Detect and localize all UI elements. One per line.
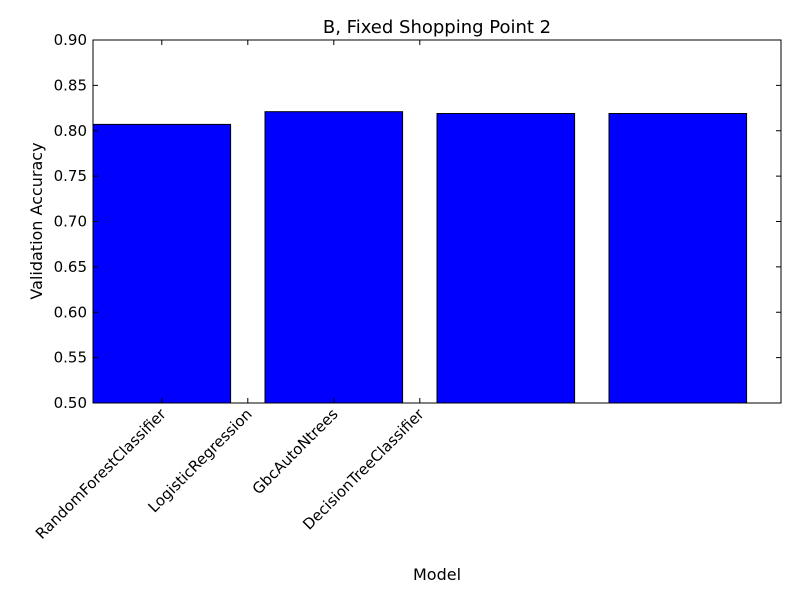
y-tick-label: 0.70 [54, 213, 87, 231]
y-tick-label: 0.60 [54, 303, 87, 321]
y-tick-label: 0.90 [54, 31, 87, 49]
bar [608, 113, 748, 404]
bar [436, 113, 576, 404]
y-tick-label: 0.75 [54, 167, 87, 185]
x-axis-label: Model [413, 565, 461, 584]
y-tick-label: 0.55 [54, 349, 87, 367]
y-tick-label: 0.85 [54, 76, 87, 94]
y-tick-label: 0.65 [54, 258, 87, 276]
bar [92, 123, 232, 404]
y-tick-label: 0.80 [54, 122, 87, 140]
bars-layer [92, 111, 748, 404]
bar [264, 111, 404, 404]
plot-frame [92, 39, 782, 404]
y-tick-label: 0.50 [54, 394, 87, 412]
y-axis-label: Validation Accuracy [27, 142, 46, 299]
chart-title: B, Fixed Shopping Point 2 [323, 17, 551, 38]
